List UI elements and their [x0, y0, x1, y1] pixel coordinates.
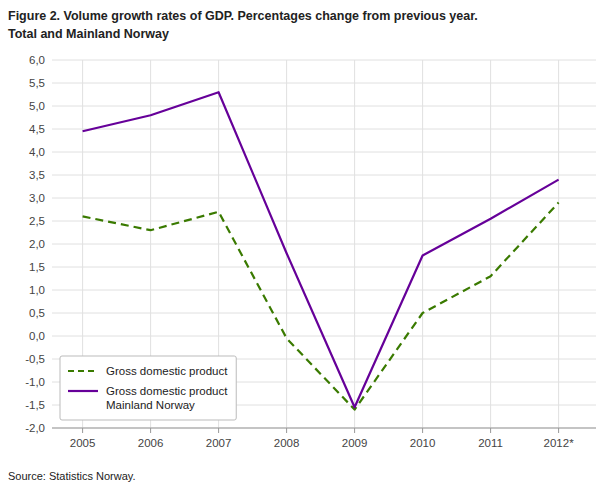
x-tick: [558, 428, 559, 433]
y-tick-label: 5,0: [29, 100, 45, 112]
x-tick-label: 2010: [410, 437, 436, 449]
grid: [52, 60, 596, 428]
y-tick-label: 1,5: [29, 261, 45, 273]
title: Figure 2. Volume growth rates of GDP. Pe…: [8, 9, 478, 23]
legend: Gross domestic product Gross domestic pro…: [60, 356, 236, 420]
legend-swatch: [68, 370, 98, 372]
x-axis-line: [52, 428, 596, 429]
y-tick-label: 1,0: [29, 284, 45, 296]
y-grid-line: [52, 290, 596, 291]
legend-box: [60, 356, 236, 420]
y-grid-line: [52, 428, 596, 429]
y-grid-line: [52, 313, 596, 314]
subtitle: Total and Mainland Norway: [8, 27, 169, 41]
source-note: Source: Statistics Norway.: [8, 470, 136, 482]
y-tick-label: 0,0: [29, 330, 45, 342]
y-grid-line: [52, 129, 596, 130]
y-tick-label: 2,0: [29, 238, 45, 250]
y-tick-label: 3,5: [29, 169, 45, 181]
chart: Figure 2. Volume growth rates of GDP. Pe…: [0, 0, 610, 488]
y-grid-line: [52, 60, 596, 61]
y-tick-label: 5,5: [29, 77, 45, 89]
y-tick-label: 4,5: [29, 123, 45, 135]
y-grid-line: [52, 106, 596, 107]
x-tick-label: 2008: [274, 437, 300, 449]
y-tick-label: 2,5: [29, 215, 45, 227]
legend-label: Gross domestic productMainland Norway: [106, 385, 228, 411]
x-tick: [490, 428, 491, 433]
x-tick: [150, 428, 151, 433]
y-tick-label: 4,0: [29, 146, 45, 158]
y-tick-label: -2,0: [25, 422, 45, 434]
x-grid-line: [354, 60, 355, 428]
y-tick-label: 0,5: [29, 307, 45, 319]
x-tick: [218, 428, 219, 433]
y-grid-line: [52, 244, 596, 245]
y-grid-line: [52, 267, 596, 268]
y-tick-label: -1,5: [25, 399, 45, 411]
x-tick-label: 2006: [138, 437, 164, 449]
y-tick-label: -0,5: [25, 353, 45, 365]
x-tick-label: 2005: [70, 437, 96, 449]
x-grid-line: [490, 60, 491, 428]
y-tick-label: 3,0: [29, 192, 45, 204]
y-tick-label: -1,0: [25, 376, 45, 388]
x-grid-line: [422, 60, 423, 428]
x-tick: [82, 428, 83, 433]
y-grid-line: [52, 175, 596, 176]
x-tick: [422, 428, 423, 433]
x-tick-label: 2012*: [544, 437, 575, 449]
y-tick-label: 6,0: [29, 54, 45, 66]
x-tick: [286, 428, 287, 433]
x-tick-label: 2007: [206, 437, 232, 449]
x-tick: [354, 428, 355, 433]
y-grid-line: [52, 198, 596, 199]
x-grid-line: [286, 60, 287, 428]
legend-label: Gross domestic product: [106, 365, 228, 377]
legend-swatch: [68, 390, 98, 392]
x-tick-label: 2011: [478, 437, 503, 449]
x-tick-label: 2009: [342, 437, 368, 449]
y-grid-line: [52, 152, 596, 153]
y-grid-line: [52, 83, 596, 84]
y-grid-line: [52, 221, 596, 222]
x-grid-line: [558, 60, 559, 428]
